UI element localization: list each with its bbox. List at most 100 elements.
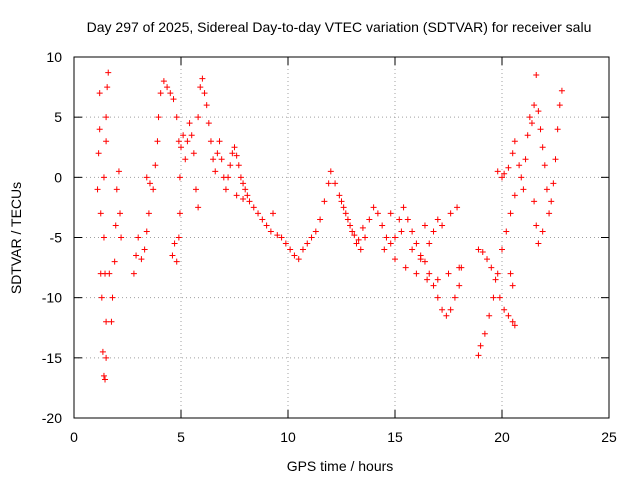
data-point — [103, 138, 110, 145]
data-point — [338, 198, 345, 205]
x-tick-label: 10 — [280, 429, 296, 445]
data-point — [421, 258, 428, 265]
data-point — [169, 252, 176, 259]
data-point — [214, 150, 221, 157]
data-point — [99, 348, 106, 355]
data-point — [176, 174, 183, 181]
data-point — [505, 164, 512, 171]
data-point — [233, 192, 240, 199]
data-point — [207, 138, 214, 145]
data-point — [106, 270, 113, 277]
data-point — [332, 180, 339, 187]
data-point — [501, 306, 508, 313]
data-point — [402, 264, 409, 271]
data-point — [342, 210, 349, 217]
data-point — [439, 222, 446, 229]
data-point — [233, 152, 240, 159]
data-point — [349, 228, 356, 235]
data-point — [274, 232, 281, 239]
data-point — [173, 258, 180, 265]
data-point — [212, 168, 219, 175]
data-point — [321, 198, 328, 205]
data-point — [270, 210, 277, 217]
data-point — [477, 342, 484, 349]
data-point — [218, 156, 225, 163]
data-point — [240, 195, 247, 202]
y-tick-label: 0 — [54, 169, 62, 185]
data-point — [135, 234, 142, 241]
data-point — [100, 174, 107, 181]
data-point — [98, 294, 105, 301]
data-point — [383, 234, 390, 241]
data-point — [443, 312, 450, 319]
data-point — [229, 150, 236, 157]
data-point — [282, 240, 289, 247]
data-point — [175, 138, 182, 145]
data-point — [199, 75, 206, 82]
data-point — [434, 216, 441, 223]
x-tick-label: 20 — [494, 429, 510, 445]
x-tick-label: 15 — [387, 429, 403, 445]
data-point — [113, 186, 120, 193]
data-point — [362, 234, 369, 241]
data-point — [507, 270, 514, 277]
data-point — [103, 318, 110, 325]
data-point — [490, 294, 497, 301]
data-point — [222, 186, 229, 193]
data-point — [182, 156, 189, 163]
data-point — [511, 138, 518, 145]
data-point — [445, 270, 452, 277]
data-point — [409, 228, 416, 235]
data-point — [543, 186, 550, 193]
data-point — [381, 246, 388, 253]
data-point — [392, 234, 398, 241]
data-point — [133, 252, 140, 259]
data-point — [552, 156, 559, 163]
data-point — [145, 210, 152, 217]
data-point — [175, 234, 182, 241]
data-point — [392, 256, 398, 263]
data-point — [421, 222, 428, 229]
data-point — [167, 90, 174, 97]
data-point — [130, 270, 137, 277]
data-point — [111, 258, 118, 265]
data-point — [359, 224, 366, 231]
data-point — [396, 216, 403, 223]
data-point — [550, 180, 557, 187]
data-point — [103, 114, 110, 121]
x-tick-label: 25 — [601, 429, 617, 445]
data-point — [170, 96, 177, 103]
data-point — [531, 198, 538, 205]
data-point — [176, 210, 183, 217]
data-point — [447, 306, 454, 313]
data-point — [143, 174, 150, 181]
data-point — [327, 168, 334, 175]
data-point — [240, 180, 247, 187]
data-point — [141, 246, 148, 253]
plot-frame — [73, 56, 610, 419]
data-point — [118, 234, 125, 241]
data-point — [244, 192, 251, 199]
data-point — [152, 162, 159, 169]
y-axis-label: SDTVAR / TECUs — [8, 182, 24, 294]
data-point — [94, 186, 101, 193]
data-point — [374, 210, 381, 217]
data-point — [340, 204, 347, 211]
data-point — [117, 210, 124, 217]
data-point — [347, 222, 354, 229]
data-point — [267, 228, 274, 235]
data-point — [237, 174, 244, 181]
data-point — [157, 90, 164, 97]
data-point — [488, 264, 495, 271]
data-point — [102, 376, 109, 383]
data-point — [499, 174, 505, 181]
data-point — [344, 216, 351, 223]
data-point — [155, 114, 162, 121]
data-point — [210, 156, 217, 163]
data-point — [112, 222, 119, 229]
data-point — [180, 132, 187, 139]
data-point — [203, 102, 210, 109]
y-tick-label: 10 — [46, 49, 62, 65]
data-point — [486, 312, 493, 319]
